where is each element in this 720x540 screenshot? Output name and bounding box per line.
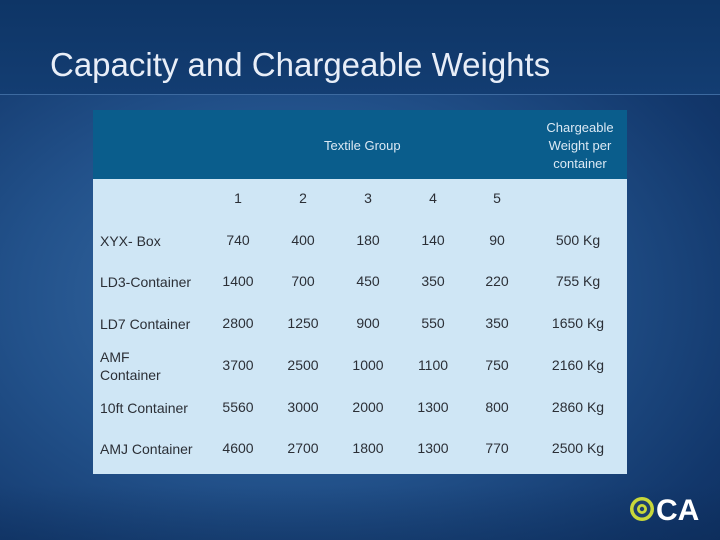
table-cell: 2800	[222, 315, 254, 331]
row-label-line: AMF	[100, 349, 130, 365]
textile-group-header: Textile Group	[324, 138, 401, 153]
table-cell: 5560	[222, 399, 254, 415]
table-cell: 3000	[287, 399, 319, 415]
table-cell: 1300	[417, 440, 449, 456]
table-cell: 770	[485, 440, 509, 456]
table-cell: 2500	[287, 357, 319, 373]
row-label: AMF Container	[100, 348, 161, 384]
table-cell: 740	[226, 232, 250, 248]
table-cell: 90	[489, 232, 505, 248]
table-cell: 1000	[352, 357, 384, 373]
table-cell: 1300	[417, 399, 449, 415]
table-cell: 1400	[222, 273, 254, 289]
table-cell: 450	[356, 273, 380, 289]
table-cell: 550	[421, 315, 445, 331]
chargeable-header-line: Weight per	[548, 138, 612, 153]
capacity-table: Textile Group Chargeable Weight per cont…	[93, 110, 627, 474]
table-cell: 220	[485, 273, 509, 289]
row-label: LD3-Container	[100, 273, 191, 291]
row-label: AMJ Container	[100, 440, 193, 458]
table-cell: 180	[356, 232, 380, 248]
table-cell: 1250	[287, 315, 319, 331]
row-label-line: 10ft Container	[100, 400, 188, 416]
table-cell: 700	[291, 273, 315, 289]
group-column-number: 4	[429, 190, 437, 206]
footer-band	[0, 485, 720, 540]
group-column-number: 3	[364, 190, 372, 206]
table-cell: 1100	[417, 357, 449, 373]
table-cell: 140	[421, 232, 445, 248]
row-label-line: AMJ Container	[100, 441, 193, 457]
row-label-line: LD7 Container	[100, 316, 191, 332]
slide-title: Capacity and Chargeable Weights	[50, 46, 551, 83]
group-column-number: 2	[299, 190, 307, 206]
chargeable-weight-cell: 2500 Kg	[551, 440, 605, 456]
row-label: 10ft Container	[100, 399, 188, 417]
row-label: XYX- Box	[100, 232, 161, 250]
table-cell: 350	[485, 315, 509, 331]
group-column-number: 5	[493, 190, 501, 206]
row-label-line: LD3-Container	[100, 274, 192, 290]
table-cell: 750	[485, 357, 509, 373]
chargeable-weight-header: Chargeable Weight per container	[533, 119, 627, 173]
table-cell: 3700	[222, 357, 254, 373]
chargeable-weight-cell: 2860 Kg	[551, 399, 605, 415]
table-cell: 350	[421, 273, 445, 289]
table-cell: 800	[485, 399, 509, 415]
table-cell: 900	[356, 315, 380, 331]
table-cell: 2700	[287, 440, 319, 456]
row-label-line: XYX- Box	[100, 233, 161, 249]
chargeable-weight-cell: 500 Kg	[555, 232, 601, 248]
row-label: LD7 Container	[100, 315, 190, 333]
row-label-line: Container	[100, 367, 161, 383]
logo-text: CA	[656, 494, 699, 527]
table-cell: 2000	[352, 399, 384, 415]
table-cell: 4600	[222, 440, 254, 456]
chargeable-weight-cell: 1650 Kg	[551, 315, 605, 331]
globe-icon	[630, 497, 654, 521]
oca-logo: CA	[630, 494, 699, 527]
group-column-number: 1	[234, 190, 242, 206]
chargeable-weight-cell: 2160 Kg	[551, 357, 605, 373]
table-header: Textile Group Chargeable Weight per cont…	[93, 110, 627, 179]
chargeable-weight-cell: 755 Kg	[555, 273, 601, 289]
table-cell: 400	[291, 232, 315, 248]
chargeable-header-line: Chargeable	[546, 120, 614, 135]
chargeable-header-line: container	[553, 156, 607, 171]
title-bar: Capacity and Chargeable Weights	[0, 0, 720, 95]
table-cell: 1800	[352, 440, 384, 456]
